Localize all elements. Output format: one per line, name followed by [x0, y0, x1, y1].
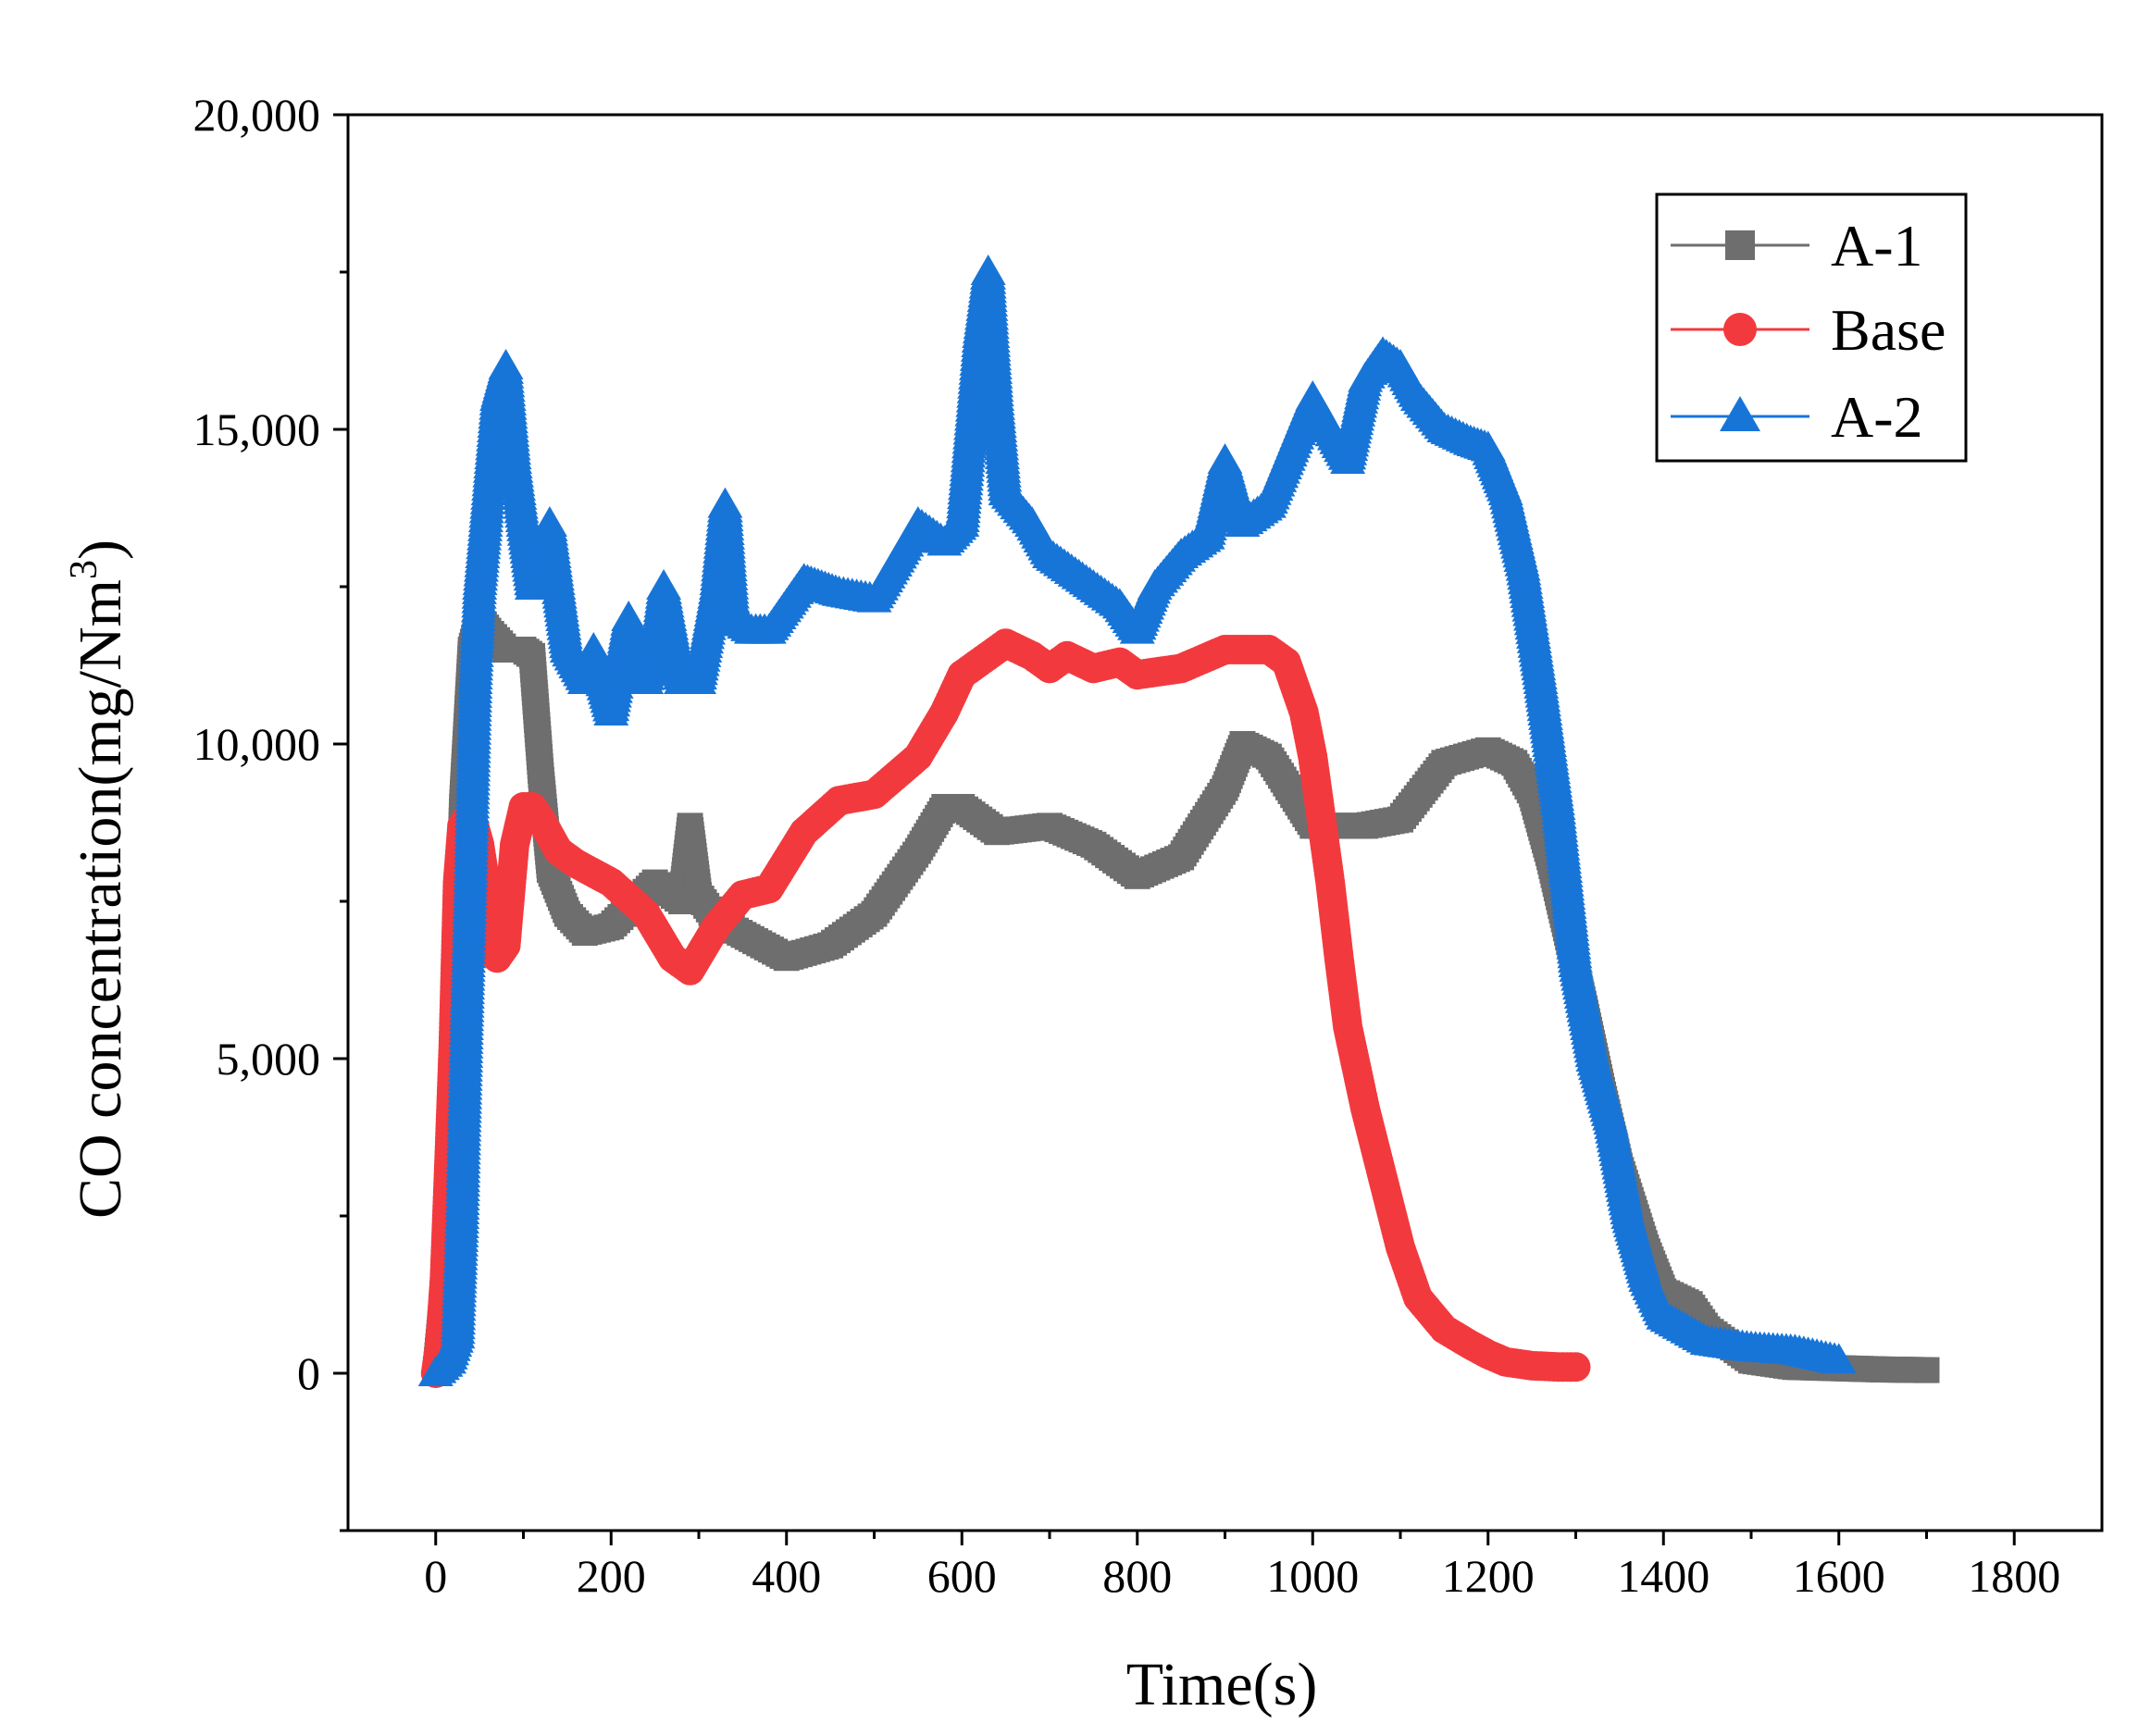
x-axis: 0 200 400 600 800 1000 1200 1400 1600 1800: [424, 1531, 2060, 1602]
x-tick-label: 1200: [1442, 1550, 1535, 1602]
x-tick-label: 800: [1102, 1550, 1172, 1602]
x-axis-title: Time(s): [1126, 1651, 1318, 1718]
legend-marker-base: [1723, 313, 1757, 346]
x-tick-label: 0: [424, 1550, 447, 1602]
series-layer: [417, 254, 1940, 1388]
y-axis-title-superscript: 3: [63, 560, 106, 579]
y-tick-label: 15,000: [193, 403, 321, 455]
data-point: [1913, 1357, 1940, 1383]
y-axis-title: CO concentration(mg/Nm3): [63, 539, 134, 1219]
y-tick-label: 10,000: [193, 718, 321, 770]
legend-label-base: Base: [1831, 297, 1946, 363]
x-tick-label: 200: [577, 1550, 646, 1602]
y-axis-title-main: CO concentration(mg/Nm: [67, 579, 134, 1219]
legend-marker-a2: [1720, 396, 1760, 431]
data-point: [1560, 1352, 1591, 1383]
series-base: [420, 628, 1591, 1388]
y-axis: 0 5,000 10,000 15,000 20,000: [193, 89, 348, 1532]
x-tick-label: 1000: [1266, 1550, 1359, 1602]
y-tick-label: 5,000: [217, 1033, 321, 1085]
x-tick-label: 1600: [1793, 1550, 1885, 1602]
legend-label-a1: A-1: [1831, 213, 1923, 279]
legend: A-1 Base A-2: [1655, 192, 1968, 463]
y-tick-label: 20,000: [193, 89, 321, 141]
x-tick-label: 400: [752, 1550, 821, 1602]
x-tick-label: 600: [927, 1550, 997, 1602]
y-tick-label: 0: [297, 1347, 320, 1399]
legend-label-a2: A-2: [1831, 384, 1923, 450]
x-tick-label: 1400: [1617, 1550, 1710, 1602]
y-axis-title-close: ): [67, 539, 134, 560]
series-a-2: [417, 254, 1857, 1386]
legend-marker-a1: [1725, 230, 1755, 260]
data-point: [1821, 1343, 1857, 1374]
x-tick-label: 1800: [1968, 1550, 2060, 1602]
